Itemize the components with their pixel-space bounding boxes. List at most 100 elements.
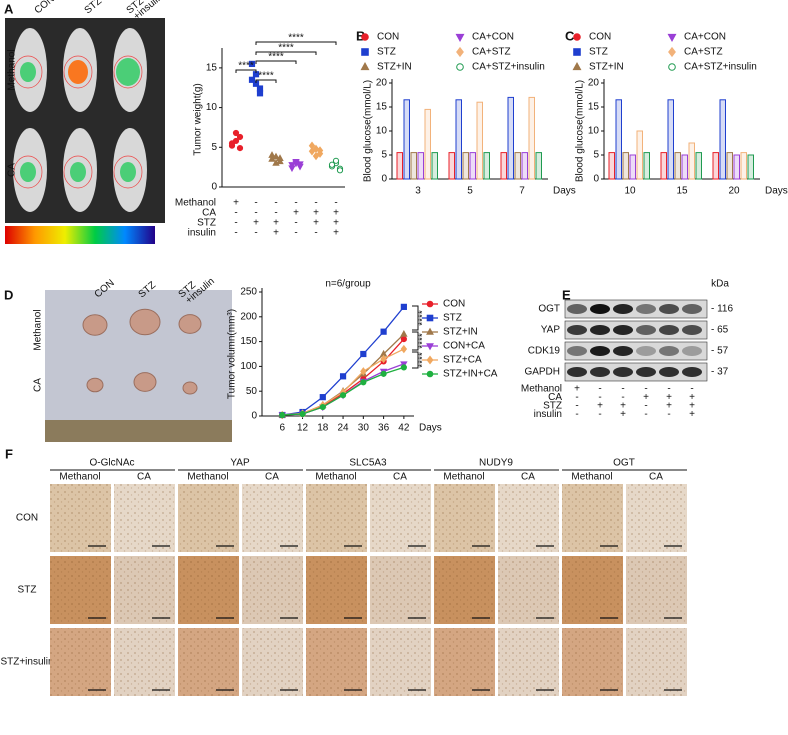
legend-label: CA+STZ+insulin (684, 62, 757, 73)
bar (681, 154, 688, 180)
bar (417, 152, 424, 180)
significance-label: **** (238, 61, 254, 72)
significance-label: **** (418, 352, 429, 368)
bar (622, 152, 629, 180)
y-axis-label: Blood glucose(mmol/L) (363, 80, 374, 182)
condition-sign: - (254, 198, 257, 209)
significance-bracket (255, 51, 317, 55)
bar (535, 152, 542, 180)
ihc-texture (498, 484, 559, 552)
y-tick-label: 10 (206, 102, 218, 113)
significance-label: **** (258, 71, 274, 82)
data-point (279, 411, 286, 419)
condition-sign: + (689, 409, 695, 420)
row-label: CON (16, 513, 38, 524)
legend-marker (572, 62, 582, 71)
legend-marker (426, 355, 434, 365)
legend-label: STZ+IN (589, 62, 624, 73)
ihc-texture (370, 484, 431, 552)
condition-label: CA (202, 208, 216, 219)
ihc-texture (242, 484, 303, 552)
column-label: STZ (83, 0, 105, 16)
x-axis-label: Days (765, 186, 788, 197)
legend-marker (426, 370, 434, 378)
row-label: CA (7, 163, 18, 177)
bar (712, 152, 719, 180)
data-point (232, 129, 240, 137)
y-tick-label: 5 (211, 142, 217, 153)
significance-label: **** (418, 310, 429, 326)
blot-band (613, 304, 633, 314)
ihc-texture (626, 628, 687, 696)
bar (514, 152, 521, 180)
tumor (82, 314, 108, 336)
bar (476, 101, 483, 180)
bar (667, 99, 674, 180)
row-label: STZ (18, 585, 37, 596)
condition-sign: + (273, 228, 279, 239)
ihc-texture (50, 628, 111, 696)
legend-label: CON (589, 32, 611, 43)
legend-label: STZ (589, 47, 608, 58)
signal-blob (20, 162, 36, 182)
roi (13, 155, 43, 189)
blot-band (636, 325, 656, 335)
ihc-texture (306, 484, 367, 552)
data-point (400, 336, 407, 343)
data-point (319, 403, 326, 411)
bar (660, 152, 667, 180)
legend-label: STZ+CA (443, 355, 482, 366)
condition-sign: - (334, 198, 337, 209)
condition-sign: - (575, 409, 578, 420)
legend-marker (361, 33, 369, 41)
stain-header: OGT (613, 458, 635, 469)
legend-marker (426, 300, 434, 308)
protein-label: CDK19 (528, 346, 561, 357)
bar (643, 152, 650, 180)
data-point (400, 330, 408, 337)
color-scale (5, 226, 155, 244)
bar (448, 152, 455, 180)
y-tick-label: 10 (376, 126, 388, 137)
x-tick-label: 36 (378, 423, 390, 434)
treatment-header: Methanol (571, 472, 612, 483)
condition-label: insulin (534, 409, 562, 420)
blot-band (590, 367, 610, 377)
condition-sign: + (666, 392, 672, 403)
x-tick-label: 42 (398, 423, 410, 434)
x-tick-label: 6 (279, 423, 285, 434)
treatment-header: Methanol (443, 472, 484, 483)
x-tick-label: 5 (467, 186, 473, 197)
ihc-texture (114, 628, 175, 696)
roi (113, 55, 143, 89)
treatment-header: Methanol (315, 472, 356, 483)
condition-sign: - (667, 384, 670, 395)
legend-label: CA+STZ (472, 47, 511, 58)
panel-label: E (562, 287, 571, 302)
bar (674, 152, 681, 180)
x-tick-label: 20 (728, 186, 740, 197)
condition-sign: + (620, 401, 626, 412)
condition-sign: - (234, 218, 237, 229)
data-point (380, 370, 387, 377)
condition-sign: - (314, 228, 317, 239)
bar (431, 152, 438, 180)
y-tick-label: 20 (376, 78, 388, 89)
ihc-texture (498, 628, 559, 696)
blot-band (567, 346, 587, 356)
signal-blob (70, 162, 86, 182)
ihc-texture (114, 556, 175, 624)
significance-label: **** (288, 33, 304, 44)
condition-sign: + (620, 409, 626, 420)
condition-sign: - (314, 198, 317, 209)
condition-label: insulin (188, 228, 216, 239)
x-tick-label: 10 (624, 186, 636, 197)
y-tick-label: 15 (206, 63, 218, 74)
treatment-header: CA (521, 472, 535, 483)
condition-label: CA (548, 392, 562, 403)
data-point (339, 392, 347, 399)
condition-sign: + (313, 208, 319, 219)
condition-label: STZ (543, 401, 562, 412)
blot-band (682, 304, 702, 314)
condition-sign: - (294, 198, 297, 209)
